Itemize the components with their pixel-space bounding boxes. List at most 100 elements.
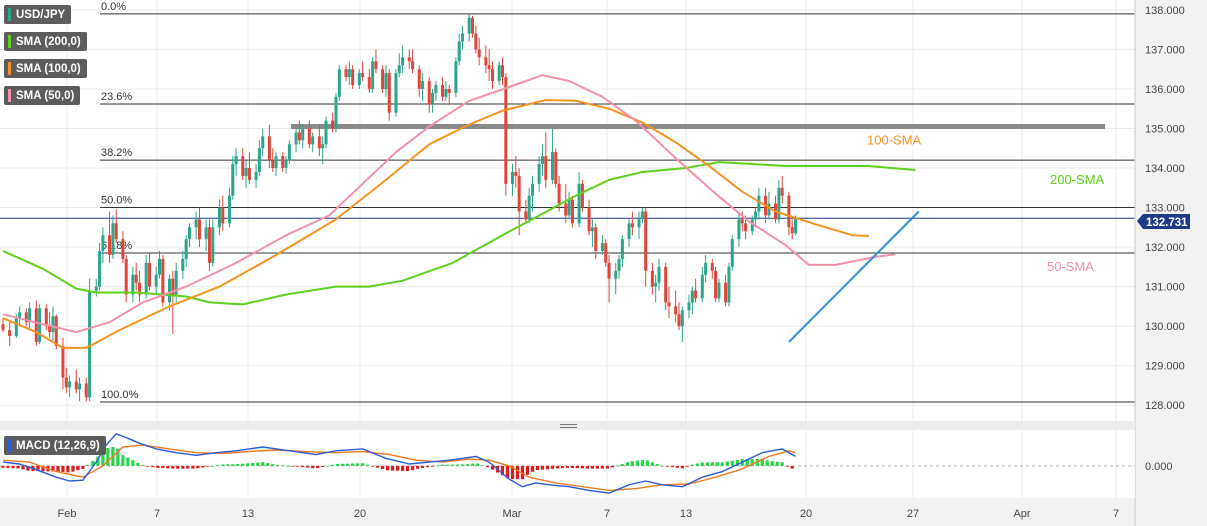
macd-histogram-bar — [625, 462, 629, 466]
candle-body — [620, 239, 624, 259]
macd-histogram-bar — [440, 464, 445, 466]
candle-body — [627, 223, 631, 240]
trendline-line — [788, 210, 920, 343]
macd-histogram-bar — [171, 465, 175, 469]
macd-histogram-bar — [725, 461, 729, 466]
price-panel-background — [0, 0, 1135, 421]
candle-body — [74, 381, 78, 390]
legend-symbol[interactable]: USD/JPY — [4, 5, 72, 24]
candle-body — [564, 203, 568, 216]
candle-body — [307, 128, 311, 145]
macd-histogram-bar — [460, 464, 465, 466]
fib-level-label: 100.0% — [101, 389, 139, 401]
candle-body — [607, 262, 611, 279]
last-price-tag: 132.731 — [1137, 214, 1190, 229]
macd-histogram-bar — [306, 465, 310, 468]
macd-histogram-bar — [470, 463, 475, 466]
candle-body — [154, 274, 158, 287]
legend-sma100[interactable]: SMA (100,0) — [4, 59, 87, 78]
legend-macd[interactable]: MACD (12,26,9) — [4, 436, 106, 455]
sma200-line — [2, 161, 916, 306]
candle-body — [34, 308, 38, 342]
pane-separator[interactable] — [0, 421, 1135, 430]
candle-body — [108, 235, 112, 255]
macd-histogram-bar — [61, 465, 65, 473]
candle-body — [737, 219, 741, 240]
candle-body — [537, 164, 541, 184]
price-panel: 0.0%23.6%38.2%50.0%61.8%100.0% 100-SMA20… — [0, 0, 1135, 421]
macd-histogram-bar — [386, 465, 390, 471]
candle-body — [630, 223, 634, 228]
candle-body — [497, 65, 501, 82]
resistance-zone — [291, 123, 1105, 129]
candles — [1, 13, 798, 402]
macd-histogram-bar — [505, 465, 510, 479]
macd-histogram-bar — [316, 465, 320, 469]
candle-body — [234, 156, 238, 165]
candle-body — [244, 168, 248, 176]
candle-body — [84, 383, 88, 398]
candle-body — [194, 219, 198, 228]
candle-body — [617, 258, 621, 271]
macd-histogram-bar — [785, 465, 789, 467]
candle-body — [184, 239, 188, 259]
candle-body — [227, 195, 231, 224]
macd-histogram-bar — [635, 460, 639, 466]
candle-body — [787, 195, 791, 228]
time-tick-label: 13 — [680, 508, 692, 520]
candle-body — [700, 274, 704, 299]
candle-body — [754, 211, 758, 220]
pane-separator-bar[interactable] — [0, 421, 1135, 430]
price-tick-label: 129.000 — [1145, 361, 1185, 373]
candle-body — [411, 61, 415, 70]
macd-histogram-bar — [775, 461, 779, 466]
time-tick-label: 27 — [907, 508, 919, 520]
time-tick-label: Feb — [58, 508, 77, 520]
macd-histogram-bar — [271, 464, 275, 466]
candle-body — [294, 132, 298, 145]
macd-histogram-bar — [475, 463, 480, 466]
candle-body — [471, 17, 475, 34]
candle-body — [667, 302, 671, 307]
candle-body — [211, 227, 215, 263]
candle-body — [384, 73, 388, 89]
time-axis-ticks: Feb 7 13 20 Mar 7 13 20 27 Apr 7 — [58, 508, 1120, 520]
candle-body — [48, 326, 52, 333]
candle-body — [714, 270, 718, 299]
candle-body — [570, 199, 574, 224]
macd-histogram-bar — [261, 462, 265, 466]
candle-body — [124, 258, 128, 295]
macd-histogram-bar — [301, 465, 305, 468]
macd-histogram-bar — [630, 461, 634, 466]
candle-body — [557, 183, 561, 204]
candle-body — [434, 84, 438, 93]
candle-body — [38, 308, 42, 342]
candle-body — [217, 207, 221, 228]
macd-histogram-bar — [116, 448, 120, 466]
candle-body — [54, 316, 58, 346]
candle-body — [677, 314, 681, 327]
macd-histogram-bar — [690, 464, 694, 466]
macd-panel-background — [0, 430, 1135, 498]
macd-histogram-bar — [196, 465, 200, 469]
macd-histogram-bar — [321, 465, 325, 467]
candle-body — [351, 69, 355, 85]
candle-body — [680, 310, 684, 327]
macd-histogram-bar — [356, 463, 360, 466]
legend-sma200[interactable]: SMA (200,0) — [4, 32, 87, 51]
candle-body — [454, 61, 458, 93]
candle-body — [334, 96, 338, 129]
macd-histogram-bar — [221, 464, 225, 466]
macd-histogram-bar — [296, 465, 300, 467]
macd-histogram-bar — [106, 447, 110, 466]
price-tick-label: 133.000 — [1145, 203, 1185, 215]
candle-body — [371, 61, 375, 89]
candle-body — [274, 156, 278, 169]
macd-histogram-bar — [276, 464, 280, 466]
candle-body — [514, 171, 518, 176]
candle-body — [311, 136, 315, 145]
legend-sma50[interactable]: SMA (50,0) — [4, 86, 81, 105]
macd-label: MACD (12,26,9) — [16, 439, 100, 452]
macd-histogram-bar — [645, 460, 649, 466]
